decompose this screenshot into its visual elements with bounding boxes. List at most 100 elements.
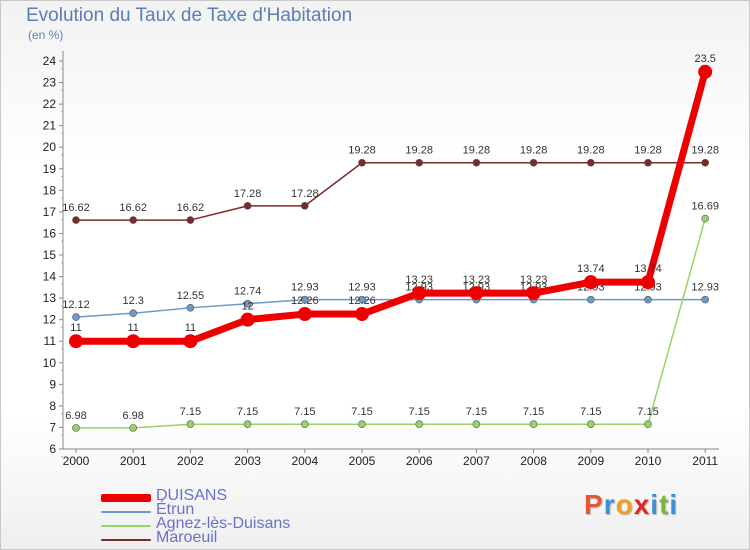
data-point-etrun	[129, 309, 137, 318]
data-point-duisans	[355, 307, 369, 322]
logo-letter: i	[669, 489, 679, 520]
x-tick-label: 2007	[463, 454, 490, 468]
data-point-agnez-les-duisans	[644, 420, 652, 429]
data-point-etrun	[701, 295, 710, 304]
y-tick-label: 11	[44, 334, 57, 348]
x-tick-label: 2005	[349, 454, 376, 468]
data-label-maroeuil: 19.28	[634, 145, 662, 157]
data-label-agnez-les-duisans: 7.15	[294, 406, 315, 418]
data-point-maroeuil	[129, 216, 137, 224]
data-label-etrun: 12.3	[122, 295, 143, 307]
data-point-agnez-les-duisans	[586, 420, 595, 429]
data-label-duisans: 12.26	[348, 295, 376, 307]
data-point-etrun	[243, 299, 252, 308]
y-tick-label: 8	[49, 399, 56, 413]
data-label-etrun: 12.55	[177, 290, 205, 302]
data-point-maroeuil	[415, 158, 424, 167]
data-point-etrun	[358, 295, 366, 304]
data-point-duisans	[240, 312, 255, 327]
x-tick-label: 2008	[520, 454, 547, 468]
data-label-duisans: 13.23	[463, 274, 491, 286]
data-label-duisans: 12.26	[291, 295, 319, 307]
logo-letter: i	[650, 489, 660, 520]
data-point-duisans	[183, 334, 198, 349]
data-label-duisans: 11	[70, 322, 81, 334]
data-point-etrun	[72, 313, 80, 321]
data-label-agnez-les-duisans: 7.15	[580, 406, 601, 418]
data-point-maroeuil	[644, 158, 652, 167]
data-label-agnez-les-duisans: 7.15	[180, 406, 201, 418]
x-tick-label: 2011	[692, 454, 718, 468]
data-label-etrun: 12.93	[348, 282, 376, 294]
data-label-agnez-les-duisans: 6.98	[122, 410, 143, 422]
y-tick-label: 21	[43, 119, 57, 133]
logo-letter: P	[584, 489, 604, 520]
data-label-maroeuil: 19.28	[520, 145, 548, 157]
data-point-agnez-les-duisans	[72, 424, 80, 432]
data-label-etrun: 12.12	[62, 299, 90, 311]
data-label-maroeuil: 19.28	[577, 145, 605, 157]
y-tick-label: 18	[43, 183, 57, 197]
series-line-etrun	[75, 298, 706, 318]
data-point-duisans	[469, 286, 484, 301]
data-point-maroeuil	[472, 158, 481, 167]
data-point-agnez-les-duisans	[300, 420, 309, 429]
data-point-agnez-les-duisans	[243, 420, 252, 429]
x-tick-label: 2000	[63, 454, 90, 468]
series-line-agnez-les-duisans	[76, 218, 706, 429]
data-label-duisans: 12	[241, 301, 253, 313]
legend-label: Agnez-lès-Duisans	[156, 515, 291, 532]
unit-label: (en %)	[28, 28, 64, 42]
data-point-duisans	[297, 307, 312, 322]
x-tick-label: 2006	[406, 454, 433, 468]
x-tick-label: 2009	[577, 454, 604, 468]
logo-letter: t	[659, 489, 670, 520]
data-label-maroeuil: 19.28	[691, 145, 719, 157]
data-label-maroeuil: 19.28	[463, 145, 491, 157]
data-point-duisans	[69, 334, 83, 349]
data-label-agnez-les-duisans: 7.15	[466, 406, 487, 418]
y-tick-label: 7	[49, 420, 56, 434]
x-tick-label: 2010	[635, 454, 662, 468]
x-tick-label: 2002	[177, 454, 204, 468]
data-label-etrun: 12.93	[691, 282, 719, 294]
data-point-duisans	[126, 334, 141, 349]
proxiti-logo: Proxiti	[584, 489, 678, 521]
legend-swatch	[101, 539, 151, 541]
y-tick-label: 16	[43, 226, 57, 240]
data-label-maroeuil: 16.62	[177, 202, 205, 214]
data-point-agnez-les-duisans	[701, 214, 710, 223]
y-tick-label: 24	[43, 54, 57, 68]
data-point-maroeuil	[586, 158, 595, 167]
data-point-maroeuil	[358, 158, 366, 167]
data-label-maroeuil: 17.28	[234, 188, 262, 200]
y-tick-label: 13	[43, 291, 57, 305]
data-point-duisans	[526, 286, 541, 301]
y-tick-label: 15	[43, 248, 57, 262]
data-point-agnez-les-duisans	[415, 420, 424, 429]
y-tick-label: 6	[49, 442, 56, 456]
data-point-etrun	[586, 295, 595, 304]
data-label-duisans: 13.23	[520, 274, 548, 286]
data-point-duisans	[412, 286, 427, 301]
data-point-agnez-les-duisans	[529, 420, 538, 429]
data-label-duisans: 13.23	[405, 274, 433, 286]
y-tick-label: 23	[43, 76, 57, 90]
data-point-etrun	[300, 295, 309, 304]
data-point-agnez-les-duisans	[129, 424, 137, 432]
data-point-maroeuil	[529, 158, 538, 167]
data-point-maroeuil	[701, 158, 710, 167]
series-line-duisans	[76, 70, 709, 345]
logo-letter: r	[603, 489, 616, 520]
data-label-duisans: 13.74	[634, 263, 662, 275]
series-line-maroeuil	[76, 161, 706, 221]
y-tick-label: 19	[43, 162, 57, 176]
y-tick-label: 12	[43, 313, 57, 327]
y-tick-label: 17	[43, 205, 57, 219]
legend-swatch	[101, 525, 151, 527]
legend-label: Maroeuil	[156, 529, 218, 546]
data-label-maroeuil: 19.28	[348, 145, 376, 157]
legend-swatch	[101, 511, 151, 513]
data-label-agnez-les-duisans: 7.15	[408, 406, 429, 418]
